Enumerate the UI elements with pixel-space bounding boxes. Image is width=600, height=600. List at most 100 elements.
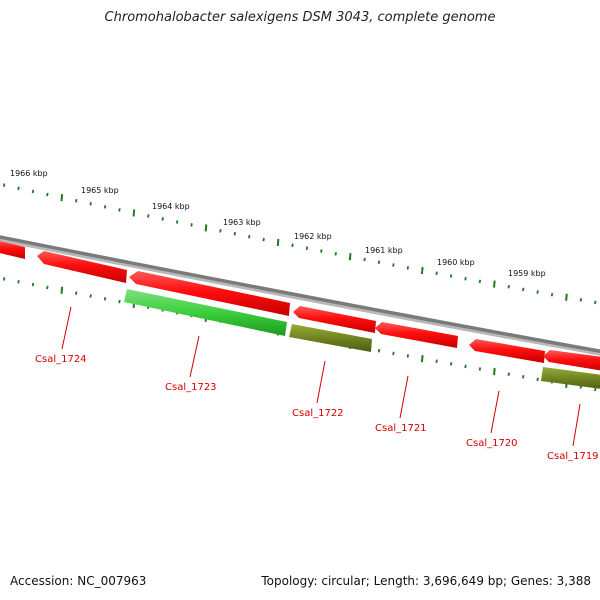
genome-backbone bbox=[0, 235, 600, 353]
forward-genes bbox=[0, 240, 600, 372]
scale-minor-tick bbox=[449, 274, 453, 278]
scale-minor-tick bbox=[406, 354, 410, 358]
scale-major-tick bbox=[60, 286, 64, 294]
scale-minor-tick bbox=[320, 249, 323, 253]
gene-label[interactable]: Csal_1719 bbox=[547, 451, 599, 462]
gene-arrow-csal-1721[interactable] bbox=[293, 306, 376, 333]
gene-arrow-csal-1724-left[interactable] bbox=[0, 240, 25, 259]
gene-block-csal-1723[interactable] bbox=[124, 289, 287, 336]
gene-labels: Csal_1724 Csal_1723 Csal_1722 Csal_1721 … bbox=[35, 354, 599, 462]
scale-minor-tick bbox=[190, 223, 193, 227]
gene-arrow-csal-1721b[interactable] bbox=[375, 322, 458, 348]
scale-minor-tick bbox=[147, 214, 150, 218]
gene-arrow-csal-1719-fwd[interactable] bbox=[543, 350, 600, 372]
scale-minor-tick bbox=[377, 260, 381, 265]
gene-block-csal-1722[interactable] bbox=[289, 324, 372, 352]
scale-major-tick bbox=[493, 368, 496, 376]
scale-minor-tick bbox=[522, 375, 525, 379]
scale-major-tick bbox=[60, 194, 64, 202]
scale-label: 1959 kbp bbox=[508, 269, 546, 278]
scale-major-tick bbox=[420, 266, 424, 275]
scale-minor-tick bbox=[334, 252, 337, 256]
scale-major-tick bbox=[493, 280, 496, 288]
accession-text: Accession: NC_007963 bbox=[10, 574, 147, 588]
scale-minor-tick bbox=[46, 285, 49, 290]
scale-major-tick bbox=[420, 355, 424, 363]
scale-minor-tick bbox=[392, 263, 395, 267]
scale-minor-tick bbox=[478, 279, 482, 284]
scale-major-tick bbox=[348, 253, 352, 261]
gene-arrow-csal-1720[interactable] bbox=[469, 339, 545, 363]
scale-minor-tick bbox=[536, 290, 539, 294]
gene-label[interactable]: Csal_1722 bbox=[292, 408, 344, 419]
scale-labels: 1966 kbp 1965 kbp 1964 kbp 1963 kbp 1962… bbox=[10, 169, 546, 278]
scale-minor-tick bbox=[175, 220, 179, 224]
gene-block-csal-1719[interactable] bbox=[541, 367, 600, 390]
scale-major-tick bbox=[132, 209, 136, 217]
scale-minor-tick bbox=[550, 292, 554, 297]
scale-minor-tick bbox=[435, 359, 438, 364]
scale-minor-tick bbox=[89, 202, 92, 206]
scale-minor-tick bbox=[522, 287, 525, 292]
scale-minor-tick bbox=[579, 298, 583, 302]
gene-label[interactable]: Csal_1724 bbox=[35, 354, 87, 365]
scale-minor-tick bbox=[594, 387, 597, 392]
scale-minor-tick bbox=[248, 234, 251, 239]
scale-minor-tick bbox=[17, 279, 20, 284]
scale-label: 1964 kbp bbox=[152, 202, 190, 211]
scale-minor-tick bbox=[406, 266, 410, 270]
scale-major-tick bbox=[204, 224, 208, 232]
scale-minor-tick bbox=[536, 377, 539, 382]
genome-title: Chromohalobacter salexigens DSM 3043, co… bbox=[104, 10, 496, 25]
scale-minor-tick bbox=[103, 205, 107, 209]
scale-minor-tick bbox=[89, 294, 92, 298]
scale-minor-tick bbox=[219, 229, 222, 233]
scale-label: 1961 kbp bbox=[365, 246, 403, 255]
scale-minor-tick bbox=[377, 348, 381, 353]
scale-minor-tick bbox=[118, 299, 121, 304]
scale-major-tick bbox=[565, 293, 568, 301]
scale-minor-tick bbox=[31, 282, 35, 287]
scale-minor-tick bbox=[2, 183, 6, 187]
scale-minor-tick bbox=[464, 364, 467, 369]
gene-leader-lines bbox=[61, 306, 581, 447]
scale-minor-tick bbox=[464, 276, 467, 281]
scale-minor-tick bbox=[507, 284, 510, 289]
outer-scale-ticks bbox=[2, 183, 597, 305]
scale-major-tick bbox=[276, 238, 280, 247]
scale-label: 1963 kbp bbox=[223, 218, 261, 227]
scale-minor-tick bbox=[2, 277, 6, 281]
scale-minor-tick bbox=[17, 186, 20, 191]
scale-minor-tick bbox=[449, 362, 453, 366]
scale-minor-tick bbox=[305, 246, 309, 250]
scale-minor-tick bbox=[507, 372, 510, 376]
gene-label[interactable]: Csal_1720 bbox=[466, 438, 518, 449]
scale-minor-tick bbox=[233, 231, 237, 236]
scale-minor-tick bbox=[46, 192, 49, 197]
scale-minor-tick bbox=[262, 237, 265, 242]
scale-label: 1965 kbp bbox=[81, 186, 119, 195]
gene-arrow-csal-1723-fwd[interactable] bbox=[129, 271, 290, 316]
scale-minor-tick bbox=[161, 217, 164, 221]
scale-label: 1966 kbp bbox=[10, 169, 48, 178]
scale-minor-tick bbox=[392, 351, 395, 356]
reverse-genes bbox=[124, 289, 600, 390]
gene-label[interactable]: Csal_1723 bbox=[165, 382, 217, 393]
gene-arrow-csal-1724[interactable] bbox=[37, 251, 127, 283]
scale-label: 1962 kbp bbox=[294, 232, 332, 241]
scale-minor-tick bbox=[75, 198, 78, 203]
scale-minor-tick bbox=[435, 271, 438, 276]
scale-minor-tick bbox=[291, 243, 294, 248]
scale-minor-tick bbox=[363, 257, 366, 262]
genome-backbone-shadow bbox=[0, 238, 600, 356]
gene-label[interactable]: Csal_1721 bbox=[375, 423, 427, 434]
scale-minor-tick bbox=[103, 297, 107, 301]
genome-summary-text: Topology: circular; Length: 3,696,649 bp… bbox=[261, 574, 591, 588]
scale-minor-tick bbox=[118, 208, 121, 212]
scale-minor-tick bbox=[75, 291, 78, 295]
scale-minor-tick bbox=[594, 300, 597, 305]
scale-minor-tick bbox=[31, 189, 35, 194]
scale-minor-tick bbox=[478, 367, 482, 371]
